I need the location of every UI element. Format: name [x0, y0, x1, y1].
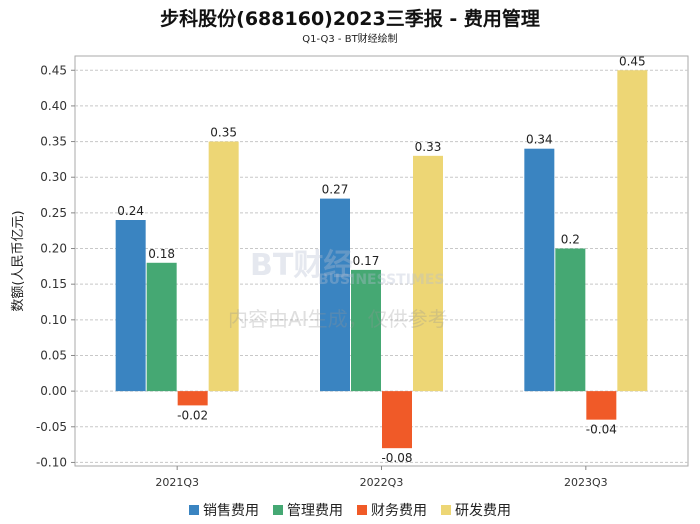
y-tick-label: 0.25: [40, 206, 67, 220]
bar: [382, 391, 412, 449]
bar: [413, 155, 443, 392]
bar: [555, 248, 586, 392]
bar: [524, 148, 555, 392]
data-label: 0.33: [415, 140, 442, 154]
bar: [320, 198, 350, 392]
watermark-note: 内容由AI生成，仅供参考: [228, 307, 448, 331]
data-label: 0.17: [353, 254, 380, 268]
legend-label: 销售费用: [203, 503, 259, 519]
legend: 销售费用 管理费用 财务费用 研发费用: [0, 500, 700, 520]
y-axis-label: 数额(人民币亿元): [11, 210, 26, 311]
legend-item[interactable]: 财务费用: [357, 500, 427, 520]
legend-swatch: [273, 505, 283, 515]
watermark-brand: BT财经: [250, 248, 354, 283]
bar: [617, 70, 648, 392]
y-tick-label: 0.35: [40, 135, 67, 149]
data-label: -0.08: [381, 451, 412, 465]
y-tick-label: 0.05: [40, 348, 67, 362]
legend-label: 管理费用: [287, 503, 343, 519]
x-tick-label: 2022Q3: [360, 476, 404, 489]
x-tick-label: 2023Q3: [564, 476, 608, 489]
bar: [351, 269, 381, 392]
bar: [115, 220, 146, 392]
x-tick-label: 2021Q3: [155, 476, 199, 489]
y-tick-label: 0.30: [40, 170, 67, 184]
plot-frame: [74, 55, 689, 467]
legend-item[interactable]: 研发费用: [441, 500, 511, 520]
y-tick-label: 0.20: [40, 242, 67, 256]
y-tick-label: -0.05: [36, 420, 67, 434]
bar: [208, 141, 239, 392]
y-tick-label: 0.40: [40, 99, 67, 113]
data-label: 0.45: [619, 54, 646, 68]
bar: [146, 262, 177, 392]
legend-label: 财务费用: [371, 503, 427, 519]
chart-title: 步科股份(688160)2023三季报 - 费用管理: [160, 8, 540, 30]
legend-item[interactable]: 销售费用: [189, 500, 259, 520]
data-label: 0.18: [148, 247, 175, 261]
legend-label: 研发费用: [455, 503, 511, 519]
data-label: -0.02: [177, 408, 208, 422]
y-tick-label: 0.10: [40, 313, 67, 327]
data-label: 0.2: [561, 233, 580, 247]
y-tick-label: -0.10: [36, 455, 67, 469]
data-label: 0.34: [526, 133, 553, 147]
legend-item[interactable]: 管理费用: [273, 500, 343, 520]
data-label: -0.04: [586, 423, 617, 437]
legend-swatch: [441, 505, 451, 515]
legend-swatch: [357, 505, 367, 515]
data-label: 0.24: [117, 204, 144, 218]
chart-subtitle: Q1-Q3 - BT财经绘制: [302, 34, 398, 45]
bar: [586, 391, 617, 420]
y-tick-label: 0.15: [40, 277, 67, 291]
bar: [177, 391, 208, 406]
data-label: 0.35: [210, 126, 237, 140]
legend-swatch: [189, 505, 199, 515]
watermark-sub: BUSINESSTIMES: [318, 272, 445, 288]
y-tick-label: 0.45: [40, 63, 67, 77]
y-tick-label: 0.00: [40, 384, 67, 398]
data-label: 0.27: [322, 183, 349, 197]
